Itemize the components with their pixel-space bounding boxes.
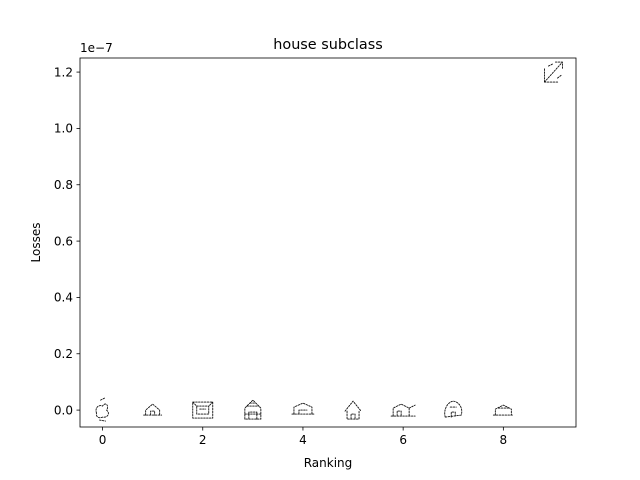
data-point-8 <box>492 404 514 416</box>
point-sketch-8 <box>492 404 514 416</box>
axis-ticks: 0 2 4 6 8 0.0 0.2 0.4 0.6 0.8 1.0 1.2 <box>54 65 507 447</box>
x-tick-label-4: 4 <box>299 433 307 447</box>
point-sketch-2 <box>192 401 214 419</box>
point-sketch-7 <box>444 400 463 418</box>
x-tick-label-6: 6 <box>399 433 407 447</box>
point-sketch-5 <box>344 400 362 420</box>
y-tick-label-1: 0.2 <box>54 347 73 361</box>
data-point-4 <box>291 402 315 415</box>
y-tick-label-4: 0.8 <box>54 178 73 192</box>
y-tick-label-6: 1.2 <box>54 65 73 79</box>
y-axis-label: Losses <box>29 223 43 263</box>
data-point-7 <box>444 400 463 418</box>
y-tick-label-0: 0.0 <box>54 403 73 417</box>
y-tick-label-3: 0.6 <box>54 234 73 248</box>
data-point-5 <box>344 400 362 420</box>
data-point-6 <box>390 403 416 417</box>
point-sketch-0 <box>95 397 109 422</box>
point-sketch-6 <box>390 403 416 417</box>
y-offset-label: 1e−7 <box>80 41 113 55</box>
data-point-3 <box>244 399 262 420</box>
x-tick-label-0: 0 <box>99 433 107 447</box>
data-point-1 <box>143 403 163 416</box>
data-point-9 <box>544 61 563 83</box>
plot-frame <box>79 57 577 428</box>
y-tick-label-2: 0.4 <box>54 291 73 305</box>
y-tick-label-5: 1.0 <box>54 122 73 136</box>
x-tick-label-8: 8 <box>500 433 508 447</box>
point-sketch-3 <box>244 399 262 420</box>
point-sketch-9 <box>544 61 563 83</box>
x-tick-label-2: 2 <box>199 433 207 447</box>
chart-title: house subclass <box>273 37 382 53</box>
plot-area <box>95 61 563 422</box>
x-axis-label: Ranking <box>304 456 353 470</box>
data-point-2 <box>192 401 214 419</box>
point-sketch-4 <box>291 402 315 415</box>
point-sketch-1 <box>143 403 163 416</box>
data-point-0 <box>95 397 109 422</box>
